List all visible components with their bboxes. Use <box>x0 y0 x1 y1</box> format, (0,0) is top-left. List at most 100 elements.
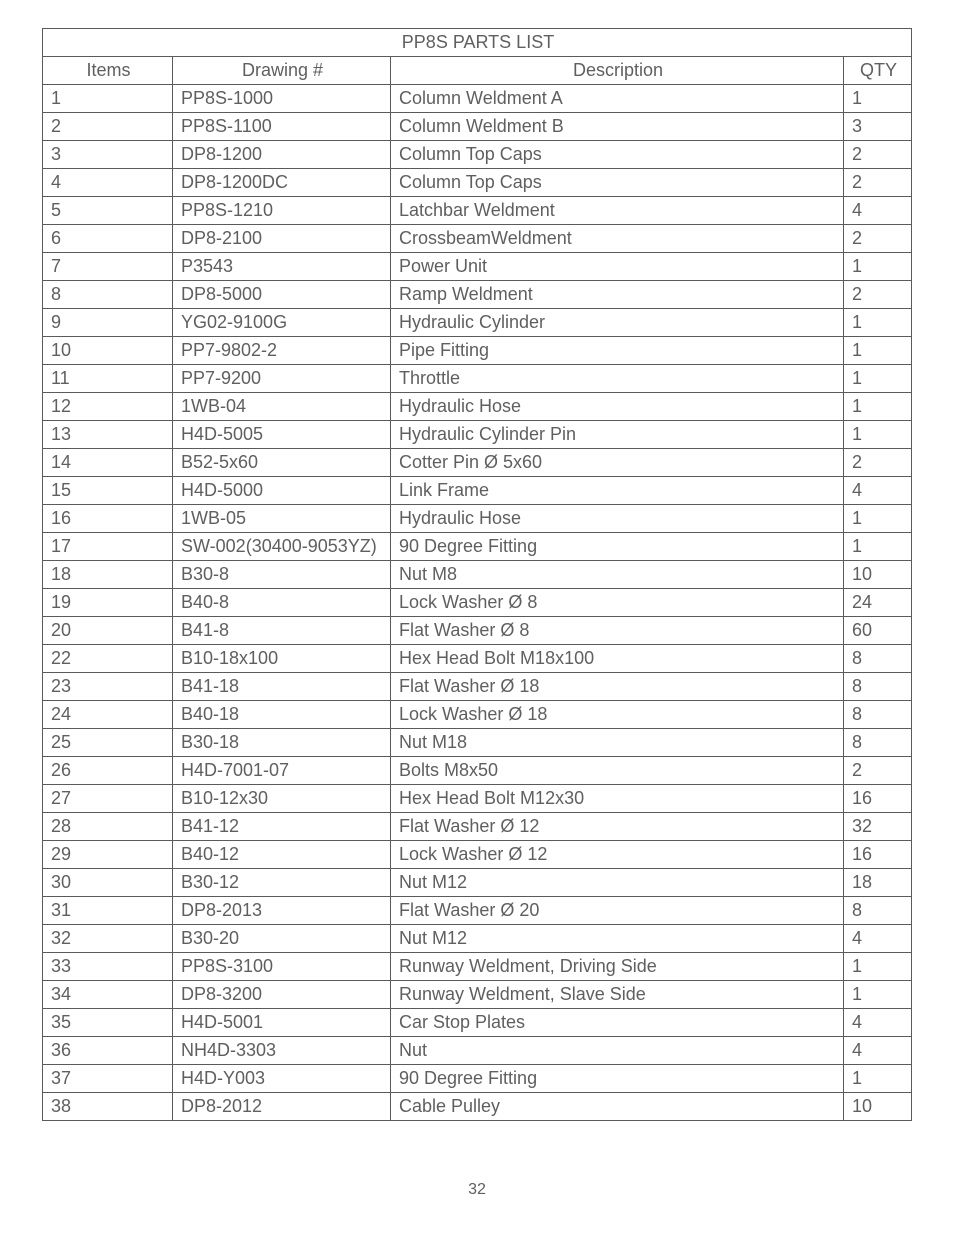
cell-qty: 2 <box>843 141 911 169</box>
cell-item: 6 <box>43 225 173 253</box>
cell-qty: 2 <box>843 281 911 309</box>
cell-drawing: PP7-9802-2 <box>173 337 391 365</box>
cell-qty: 2 <box>843 225 911 253</box>
cell-description: Car Stop Plates <box>391 1009 844 1037</box>
cell-qty: 1 <box>843 85 911 113</box>
cell-description: Power Unit <box>391 253 844 281</box>
cell-item: 13 <box>43 421 173 449</box>
cell-item: 22 <box>43 645 173 673</box>
cell-description: Column Weldment B <box>391 113 844 141</box>
cell-item: 23 <box>43 673 173 701</box>
cell-qty: 4 <box>843 197 911 225</box>
table-row: 27B10-12x30Hex Head Bolt M12x3016 <box>43 785 912 813</box>
cell-description: Flat Washer Ø 20 <box>391 897 844 925</box>
cell-qty: 10 <box>843 561 911 589</box>
cell-qty: 4 <box>843 477 911 505</box>
cell-item: 25 <box>43 729 173 757</box>
cell-description: Hydraulic Cylinder Pin <box>391 421 844 449</box>
cell-item: 4 <box>43 169 173 197</box>
table-row: 20B41-8Flat Washer Ø 860 <box>43 617 912 645</box>
cell-item: 12 <box>43 393 173 421</box>
cell-drawing: B10-18x100 <box>173 645 391 673</box>
cell-qty: 18 <box>843 869 911 897</box>
cell-drawing: PP8S-1000 <box>173 85 391 113</box>
cell-description: Hydraulic Cylinder <box>391 309 844 337</box>
cell-qty: 1 <box>843 533 911 561</box>
cell-drawing: B30-20 <box>173 925 391 953</box>
table-row: 30B30-12Nut M1218 <box>43 869 912 897</box>
cell-drawing: B41-8 <box>173 617 391 645</box>
cell-description: Column Top Caps <box>391 169 844 197</box>
cell-item: 29 <box>43 841 173 869</box>
cell-item: 2 <box>43 113 173 141</box>
cell-qty: 2 <box>843 757 911 785</box>
table-row: 161WB-05Hydraulic Hose1 <box>43 505 912 533</box>
cell-item: 17 <box>43 533 173 561</box>
table-row: 15H4D-5000Link Frame4 <box>43 477 912 505</box>
cell-description: Runway Weldment, Driving Side <box>391 953 844 981</box>
cell-item: 34 <box>43 981 173 1009</box>
cell-qty: 1 <box>843 253 911 281</box>
table-row: 121WB-04Hydraulic Hose1 <box>43 393 912 421</box>
table-row: 23B41-18Flat Washer Ø 188 <box>43 673 912 701</box>
cell-qty: 16 <box>843 785 911 813</box>
cell-description: Bolts M8x50 <box>391 757 844 785</box>
table-row: 26H4D-7001-07Bolts M8x502 <box>43 757 912 785</box>
table-title: PP8S PARTS LIST <box>43 29 912 57</box>
table-row: 36NH4D-3303Nut4 <box>43 1037 912 1065</box>
cell-qty: 1 <box>843 365 911 393</box>
table-row: 24B40-18Lock Washer Ø 188 <box>43 701 912 729</box>
cell-item: 33 <box>43 953 173 981</box>
cell-drawing: H4D-5005 <box>173 421 391 449</box>
cell-qty: 1 <box>843 1065 911 1093</box>
cell-description: Hex Head Bolt M18x100 <box>391 645 844 673</box>
cell-qty: 3 <box>843 113 911 141</box>
cell-qty: 2 <box>843 449 911 477</box>
cell-drawing: DP8-2100 <box>173 225 391 253</box>
col-header-drawing: Drawing # <box>173 57 391 85</box>
cell-description: Flat Washer Ø 18 <box>391 673 844 701</box>
table-row: 18B30-8Nut M810 <box>43 561 912 589</box>
cell-description: Nut M12 <box>391 925 844 953</box>
cell-drawing: NH4D-3303 <box>173 1037 391 1065</box>
table-row: 9YG02-9100GHydraulic Cylinder1 <box>43 309 912 337</box>
table-row: 3DP8-1200Column Top Caps2 <box>43 141 912 169</box>
cell-item: 19 <box>43 589 173 617</box>
cell-item: 30 <box>43 869 173 897</box>
cell-item: 37 <box>43 1065 173 1093</box>
cell-description: Latchbar Weldment <box>391 197 844 225</box>
table-row: 8DP8-5000Ramp Weldment2 <box>43 281 912 309</box>
table-row: 2PP8S-1100Column Weldment B3 <box>43 113 912 141</box>
table-row: 28B41-12Flat Washer Ø 1232 <box>43 813 912 841</box>
table-row: 29B40-12Lock Washer Ø 1216 <box>43 841 912 869</box>
cell-item: 28 <box>43 813 173 841</box>
cell-drawing: DP8-1200DC <box>173 169 391 197</box>
cell-drawing: B30-8 <box>173 561 391 589</box>
table-row: 37H4D-Y00390 Degree Fitting1 <box>43 1065 912 1093</box>
cell-item: 20 <box>43 617 173 645</box>
cell-drawing: B30-18 <box>173 729 391 757</box>
cell-qty: 1 <box>843 393 911 421</box>
table-row: 33PP8S-3100Runway Weldment, Driving Side… <box>43 953 912 981</box>
cell-description: Hydraulic Hose <box>391 505 844 533</box>
cell-item: 1 <box>43 85 173 113</box>
cell-description: Throttle <box>391 365 844 393</box>
cell-description: Hex Head Bolt M12x30 <box>391 785 844 813</box>
cell-qty: 8 <box>843 729 911 757</box>
cell-item: 9 <box>43 309 173 337</box>
cell-item: 14 <box>43 449 173 477</box>
table-row: 14B52-5x60Cotter Pin Ø 5x602 <box>43 449 912 477</box>
cell-drawing: PP8S-3100 <box>173 953 391 981</box>
cell-item: 31 <box>43 897 173 925</box>
table-row: 4DP8-1200DCColumn Top Caps2 <box>43 169 912 197</box>
table-row: 6DP8-2100CrossbeamWeldment2 <box>43 225 912 253</box>
cell-item: 16 <box>43 505 173 533</box>
cell-drawing: DP8-2012 <box>173 1093 391 1121</box>
cell-description: Nut M8 <box>391 561 844 589</box>
cell-item: 3 <box>43 141 173 169</box>
cell-item: 10 <box>43 337 173 365</box>
cell-qty: 1 <box>843 309 911 337</box>
cell-drawing: H4D-5001 <box>173 1009 391 1037</box>
col-header-items: Items <box>43 57 173 85</box>
cell-qty: 1 <box>843 337 911 365</box>
